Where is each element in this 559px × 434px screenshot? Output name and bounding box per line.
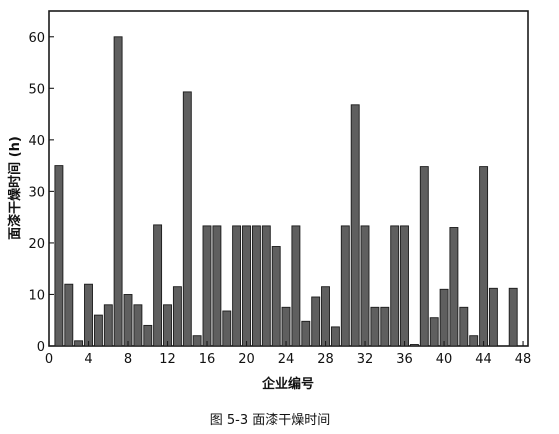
bar-22 <box>261 225 271 347</box>
bar-16 <box>202 225 212 347</box>
bar-4 <box>84 283 93 347</box>
bar-15 <box>192 335 202 347</box>
bar-12 <box>163 304 172 347</box>
x-tick-label: 44 <box>475 352 492 367</box>
bar-41 <box>449 227 459 347</box>
y-axis-label: 面漆干燥时间 (h) <box>7 136 23 240</box>
bar-25 <box>291 225 301 347</box>
x-tick-label: 28 <box>317 352 334 367</box>
x-axis-ticks: 0 4 8 12 16 20 24 28 32 36 40 44 48 <box>45 341 531 367</box>
y-tick-label: 20 <box>28 237 45 252</box>
bar-19 <box>232 225 242 347</box>
y-tick-label: 0 <box>37 340 45 355</box>
x-tick-label: 12 <box>159 352 176 367</box>
bar-7 <box>113 36 123 347</box>
x-tick-label: 16 <box>199 352 216 367</box>
bar-27 <box>311 296 321 347</box>
bar-32 <box>360 225 370 347</box>
bar-39 <box>429 317 439 347</box>
y-tick-label: 10 <box>28 288 45 303</box>
x-tick-label: 40 <box>436 352 453 367</box>
y-tick-label: 40 <box>28 134 45 149</box>
bar-6 <box>103 304 113 347</box>
bar-35 <box>390 225 400 347</box>
bar-11 <box>153 224 163 347</box>
y-tick-label: 50 <box>28 82 45 97</box>
x-tick-label: 4 <box>84 352 92 367</box>
bar-18 <box>222 310 232 347</box>
bar-14 <box>182 91 192 347</box>
y-tick-label: 30 <box>28 185 45 200</box>
bars-group <box>54 36 518 347</box>
bar-20 <box>242 225 251 347</box>
bar-5 <box>93 314 103 347</box>
bar-30 <box>340 225 350 347</box>
bar-3 <box>74 340 84 347</box>
y-axis-ticks: 0 10 20 30 40 50 60 <box>28 31 54 355</box>
bar-40 <box>439 288 449 347</box>
x-axis-label: 企业编号 <box>261 376 314 392</box>
bar-34 <box>380 306 390 347</box>
bar-47 <box>508 287 518 347</box>
y-tick-label: 60 <box>28 31 45 46</box>
bar-8 <box>123 294 133 347</box>
bar-26 <box>301 320 311 347</box>
bar-9 <box>133 304 143 347</box>
x-tick-label: 20 <box>238 352 255 367</box>
bar-31 <box>350 104 360 347</box>
bar-17 <box>212 225 222 347</box>
bar-28 <box>321 286 330 347</box>
bar-45 <box>488 287 498 347</box>
bar-10 <box>143 324 153 347</box>
bar-37 <box>409 344 419 347</box>
bar-42 <box>459 306 469 347</box>
x-tick-label: 24 <box>278 352 295 367</box>
bar-13 <box>172 286 182 347</box>
x-tick-label: 36 <box>396 352 413 367</box>
bar-36 <box>400 225 409 347</box>
x-tick-label: 48 <box>515 352 532 367</box>
bar-29 <box>330 326 340 347</box>
bar-21 <box>251 225 261 347</box>
bar-43 <box>469 335 479 347</box>
x-tick-label: 8 <box>124 352 132 367</box>
x-tick-label: 0 <box>45 352 53 367</box>
x-tick-label: 32 <box>357 352 374 367</box>
bar-23 <box>271 246 281 347</box>
figure-caption: 图 5-3 面漆干燥时间 <box>210 412 331 428</box>
bar-24 <box>281 306 291 347</box>
bar-44 <box>479 166 489 347</box>
bar-38 <box>419 166 429 347</box>
bar-33 <box>370 306 380 347</box>
bar-1 <box>54 165 64 347</box>
bar-2 <box>64 283 74 347</box>
